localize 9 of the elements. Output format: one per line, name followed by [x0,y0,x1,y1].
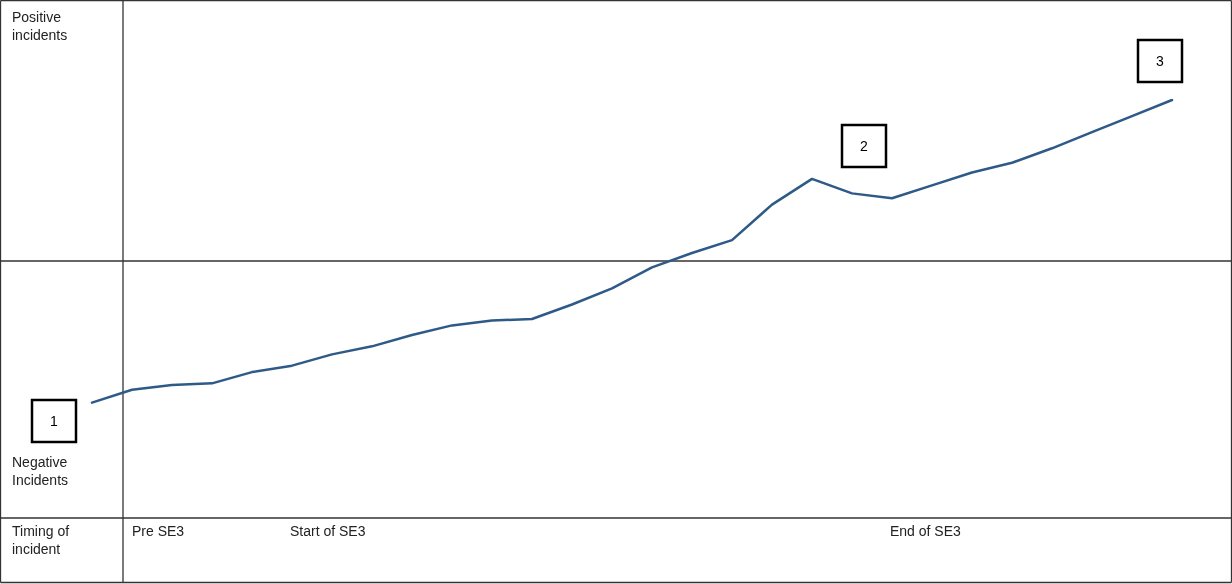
text: Positive incidents [12,9,68,43]
text: 3 [1156,53,1165,69]
annotation: 2 [860,138,869,154]
text: Timing of incident [12,523,73,557]
text: Pre SE3 [132,523,185,539]
text: Negative Incidents [12,454,72,488]
text: End of SE3 [890,523,962,539]
text: Start of SE3 [290,523,366,539]
text: 1 [50,413,59,429]
